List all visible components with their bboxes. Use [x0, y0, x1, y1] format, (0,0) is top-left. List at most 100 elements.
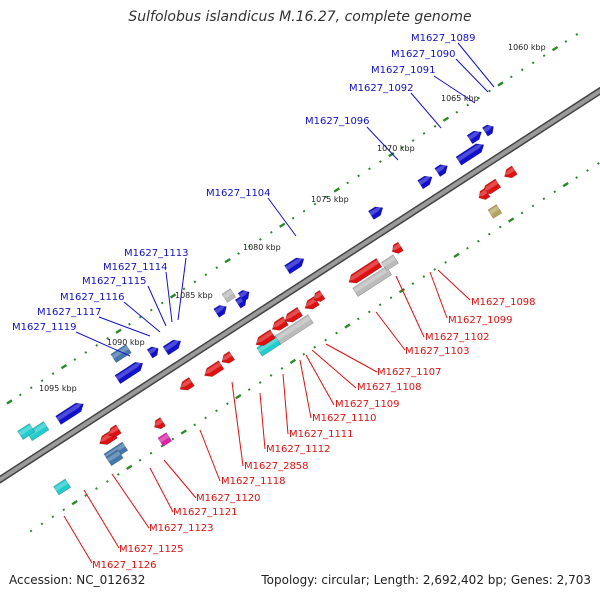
- gene-label-1108[interactable]: M1627_1108: [357, 382, 422, 393]
- gene-feature: [367, 206, 384, 220]
- gene-label-1120[interactable]: M1627_1120: [196, 493, 261, 504]
- leader-line: [123, 301, 161, 333]
- gene-label-1089[interactable]: M1627_1089: [411, 33, 476, 44]
- gene-highlight: [483, 125, 493, 133]
- tick-mark: [115, 328, 122, 334]
- gene-label-1125[interactable]: M1627_1125: [119, 544, 184, 555]
- gene-label-1096[interactable]: M1627_1096: [305, 116, 370, 127]
- gene-shape: [108, 424, 122, 438]
- gene-label-1090[interactable]: M1627_1090: [391, 49, 456, 60]
- gene-feature: [503, 165, 518, 179]
- tick-mark: [138, 315, 142, 319]
- tick-mark: [51, 372, 55, 376]
- tick-mark: [453, 252, 460, 258]
- leader-line: [305, 354, 335, 406]
- gene-feature: [53, 478, 72, 496]
- tick-mark: [169, 293, 177, 299]
- tick-mark: [498, 225, 502, 229]
- gene-feature: [391, 241, 404, 254]
- gene-feature: [110, 343, 132, 363]
- gene-label-1118[interactable]: M1627_1118: [221, 476, 286, 487]
- gene-feature: [478, 187, 491, 201]
- gene-shape: [146, 346, 159, 359]
- gene-highlight: [238, 290, 249, 298]
- gene-shape: [237, 289, 250, 303]
- scale-label-1060: 1060 kbp: [508, 43, 546, 52]
- gene-label-1116[interactable]: M1627_1116: [60, 292, 125, 303]
- tick-mark: [313, 202, 317, 206]
- tick-mark: [149, 451, 153, 455]
- tick-mark: [497, 81, 504, 87]
- gene-feature: [146, 346, 159, 359]
- gene-shape: [271, 316, 289, 331]
- gene-label-1104[interactable]: M1627_1104: [206, 188, 271, 199]
- gene-label-1113[interactable]: M1627_1113: [124, 248, 189, 259]
- gene-label-1092[interactable]: M1627_1092: [349, 83, 414, 94]
- leader-line: [267, 197, 297, 237]
- gene-label-1114[interactable]: M1627_1114: [103, 262, 168, 273]
- gene-label-1102[interactable]: M1627_1102: [425, 332, 490, 343]
- tick-mark: [378, 303, 382, 307]
- gene-feature: [153, 417, 166, 430]
- scale-label-1065: 1065 kbp: [441, 94, 479, 103]
- gene-label-2858[interactable]: M1627_2858: [244, 461, 309, 472]
- gene-label-1112[interactable]: M1627_1112: [266, 444, 331, 455]
- gene-label-1123[interactable]: M1627_1123: [149, 523, 214, 534]
- tick-mark: [95, 487, 98, 490]
- gene-feature: [284, 306, 304, 323]
- gene-label-1103[interactable]: M1627_1103: [405, 346, 470, 357]
- tick-mark: [455, 110, 459, 114]
- gene-highlight: [203, 361, 222, 375]
- tick-mark: [193, 423, 197, 427]
- tick-mark: [400, 146, 404, 149]
- leader-line: [395, 275, 425, 338]
- minus-strand-gene-labels: M1627_1098 M1627_1099 M1627_1102 M1627_1…: [92, 297, 536, 571]
- gene-label-1115[interactable]: M1627_1115: [82, 276, 147, 287]
- leader-line: [98, 316, 151, 337]
- gene-label-1099[interactable]: M1627_1099: [448, 315, 513, 326]
- gene-label-1110[interactable]: M1627_1110: [312, 413, 377, 424]
- gene-label-1091[interactable]: M1627_1091: [371, 65, 436, 76]
- genome-summary-text: Topology: circular; Length: 2,692,402 bp…: [261, 573, 591, 587]
- gene-feature: [157, 432, 173, 447]
- tick-mark: [398, 288, 406, 294]
- gene-highlight: [369, 206, 383, 216]
- tick-mark: [279, 222, 286, 228]
- leader-line: [199, 429, 221, 482]
- gene-feature: [221, 288, 237, 303]
- tick-mark: [466, 103, 470, 107]
- tick-mark: [575, 33, 579, 36]
- tick-mark: [367, 310, 371, 314]
- gene-feature: [313, 289, 326, 303]
- scale-label-1070: 1070 kbp: [377, 144, 415, 153]
- tick-mark: [171, 437, 175, 441]
- tick-mark: [344, 323, 351, 329]
- gene-label-1121[interactable]: M1627_1121: [173, 507, 238, 518]
- tick-mark: [333, 187, 340, 193]
- gene-shape: [110, 343, 132, 363]
- tick-mark: [477, 96, 481, 100]
- leader-line: [165, 271, 173, 323]
- gene-label-1126[interactable]: M1627_1126: [92, 560, 157, 571]
- gene-highlight: [478, 189, 488, 197]
- tick-mark: [542, 54, 546, 58]
- gene-label-1111[interactable]: M1627_1111: [289, 429, 354, 440]
- gene-label-1117[interactable]: M1627_1117: [37, 307, 102, 318]
- tick-mark: [269, 230, 273, 234]
- tick-mark: [138, 458, 142, 462]
- leader-line: [433, 75, 476, 104]
- gene-feature: [284, 257, 305, 275]
- tick-mark: [84, 494, 87, 497]
- gene-highlight: [147, 347, 158, 355]
- gene-label-1107[interactable]: M1627_1107: [377, 367, 442, 378]
- gene-label-1098[interactable]: M1627_1098: [471, 297, 536, 308]
- gene-feature: [352, 265, 393, 297]
- gene-shape: [114, 361, 144, 385]
- gene-label-1119[interactable]: M1627_1119: [12, 322, 77, 333]
- gene-highlight: [255, 330, 273, 344]
- tick-mark: [126, 464, 133, 470]
- gene-label-1109[interactable]: M1627_1109: [335, 399, 400, 410]
- gene-highlight: [222, 289, 234, 299]
- gene-highlight: [348, 259, 380, 281]
- gene-shape: [380, 254, 399, 272]
